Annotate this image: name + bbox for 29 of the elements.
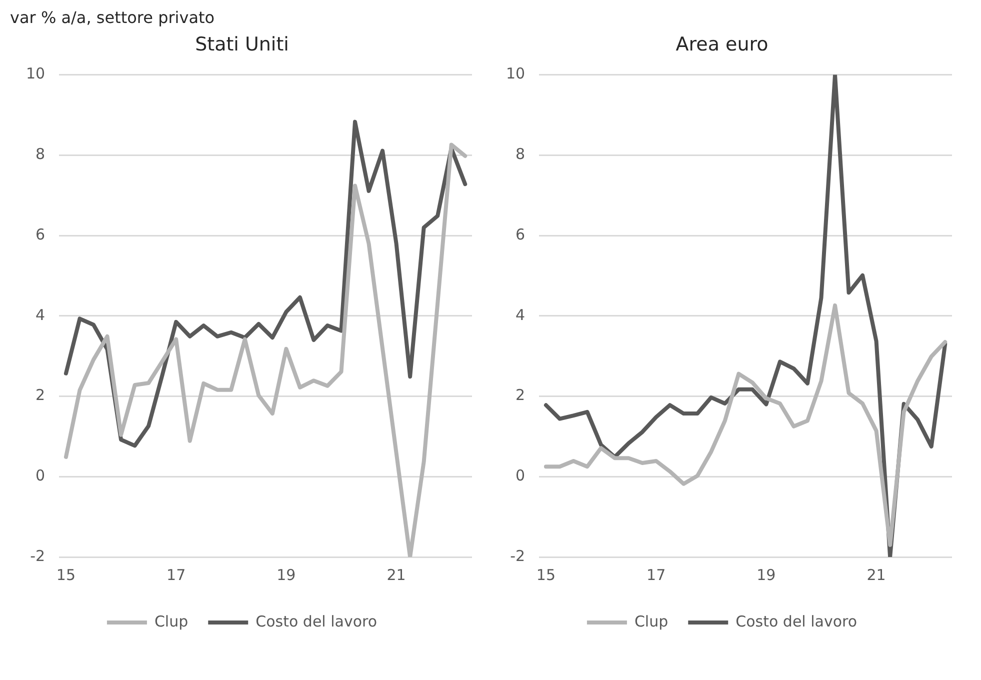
y-tick-label: 8 — [516, 145, 526, 164]
y-tick-label: 10 — [506, 64, 526, 83]
legend-label: Clup — [154, 612, 188, 630]
legend-label: Clup — [634, 612, 668, 630]
y-tick-label: 6 — [516, 225, 526, 244]
y-tick-label: -2 — [510, 546, 526, 565]
y-tick-label: 2 — [516, 386, 526, 404]
chart-title: Stati Uniti — [195, 33, 289, 56]
x-tick-label: 19 — [756, 566, 776, 584]
y-tick-label: 10 — [26, 64, 46, 83]
x-tick-label: 17 — [646, 566, 666, 584]
y-tick-label: 0 — [516, 466, 526, 485]
y-tick-label: 6 — [36, 225, 46, 244]
x-tick-label: 15 — [536, 566, 556, 584]
y-axis-title: var % a/a, settore privato — [9, 8, 216, 29]
x-tick-label: 19 — [276, 566, 296, 584]
x-tick-label: 15 — [56, 566, 76, 584]
chart-title: Area euro — [676, 33, 768, 56]
y-tick-label: 4 — [516, 306, 526, 324]
x-tick-label: 21 — [386, 566, 406, 584]
y-tick-label: -2 — [30, 546, 46, 565]
legend-label: Costo del lavoro — [736, 612, 858, 630]
y-tick-label: 8 — [36, 145, 46, 164]
x-tick-label: 21 — [866, 566, 886, 584]
y-tick-label: 4 — [36, 306, 46, 324]
y-tick-label: 0 — [36, 466, 46, 485]
y-tick-label: 2 — [36, 386, 46, 404]
legend-label: Costo del lavoro — [256, 612, 378, 630]
x-tick-label: 17 — [166, 566, 186, 584]
